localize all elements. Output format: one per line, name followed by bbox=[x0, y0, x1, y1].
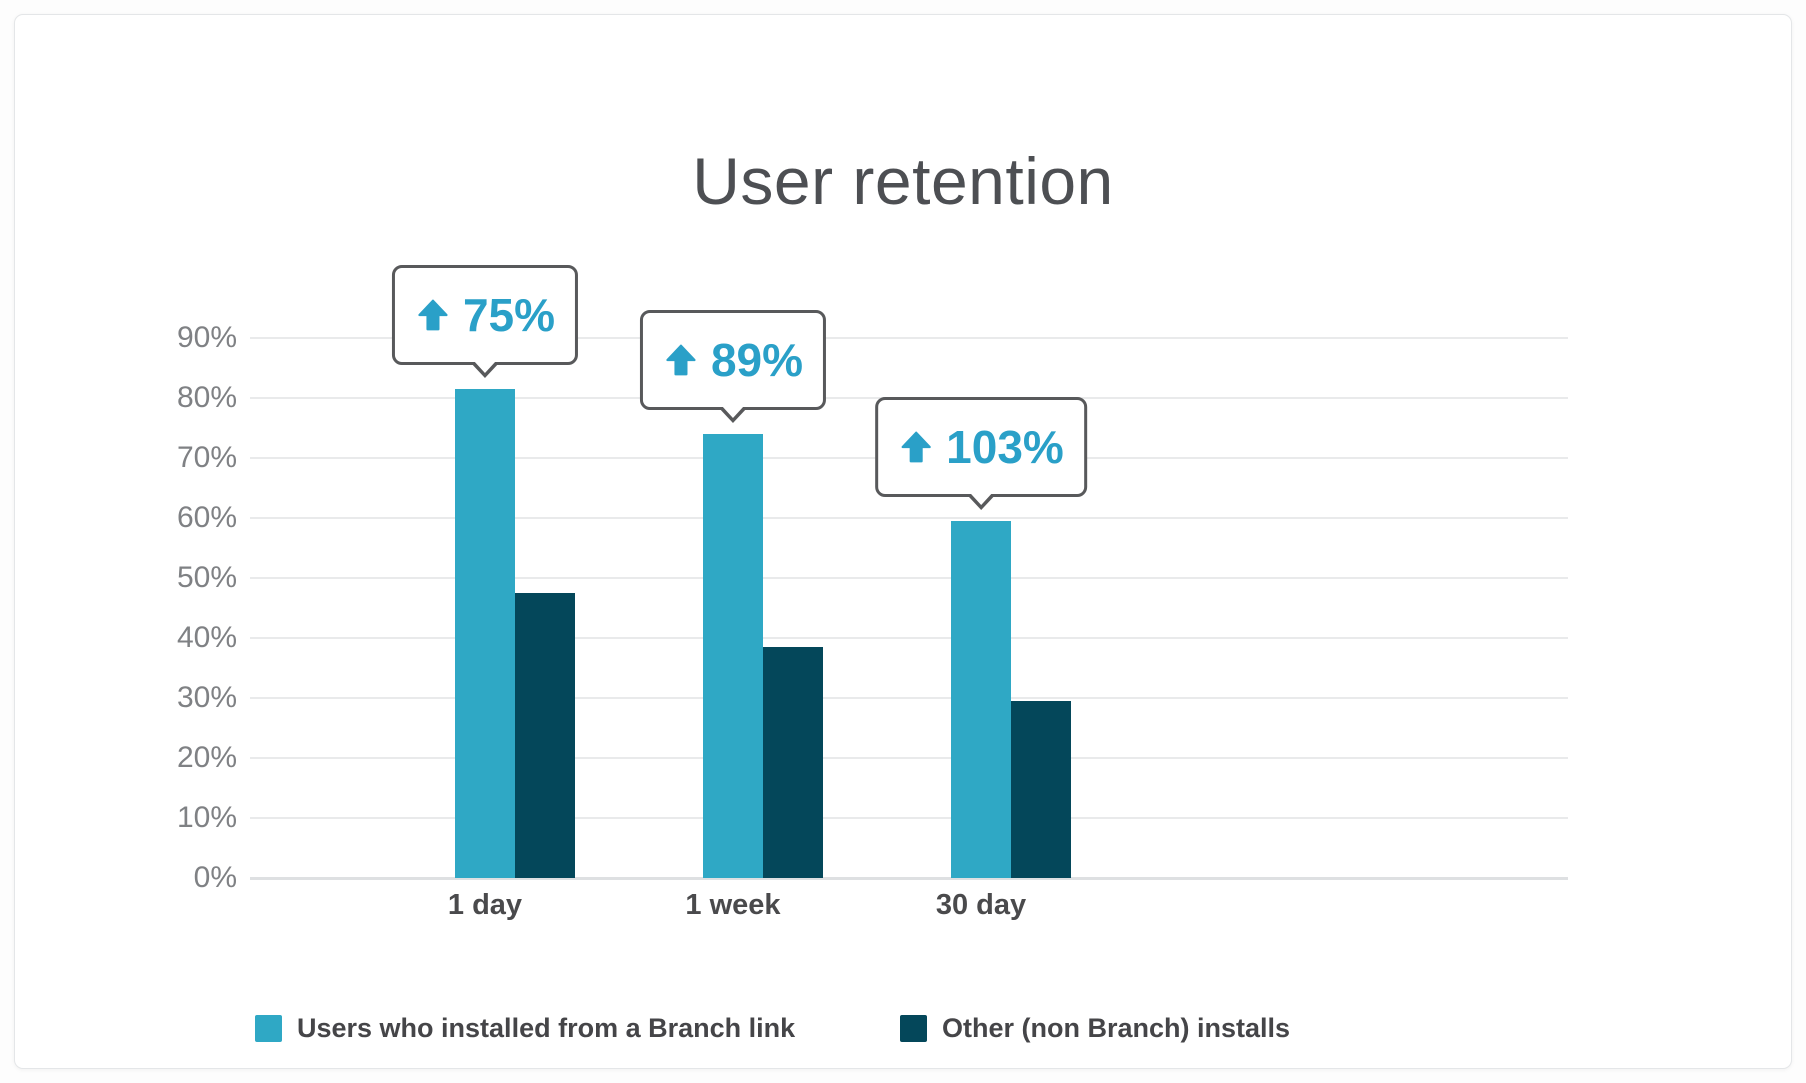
up-arrow-icon bbox=[418, 299, 448, 331]
y-axis-label: 40% bbox=[176, 621, 237, 654]
y-axis-label: 0% bbox=[193, 861, 237, 894]
y-axis-label: 10% bbox=[176, 801, 237, 834]
bar-branch-installs bbox=[455, 389, 515, 878]
legend-item: Users who installed from a Branch link bbox=[255, 1013, 795, 1043]
x-axis-line bbox=[250, 877, 1568, 880]
plot-area: 0% 10% 20% 30% 40% 50% 60% 70% 80% 90% 1 day 75% 1 w… bbox=[15, 15, 1791, 1068]
callout-value: 103% bbox=[946, 421, 1064, 473]
y-axis-label: 30% bbox=[176, 681, 237, 714]
legend-swatch bbox=[900, 1014, 927, 1042]
callout-bubble: 103% bbox=[875, 397, 1087, 510]
y-axis-label: 60% bbox=[176, 501, 237, 534]
y-axis-label: 70% bbox=[176, 441, 237, 474]
y-axis-label: 90% bbox=[176, 321, 237, 354]
legend-item: Other (non Branch) installs bbox=[900, 1013, 1290, 1043]
legend: Users who installed from a Branch link Ot… bbox=[15, 1013, 1791, 1047]
gridline bbox=[250, 757, 1568, 759]
gridline bbox=[250, 517, 1568, 519]
category-label: 1 day bbox=[447, 889, 523, 921]
bar-other-installs bbox=[515, 593, 575, 878]
gridline bbox=[250, 337, 1568, 339]
callout-tail bbox=[469, 361, 500, 378]
callout-tail bbox=[717, 406, 748, 423]
y-axis-label: 50% bbox=[176, 561, 237, 594]
callout-bubble: 89% bbox=[639, 310, 827, 423]
gridline bbox=[250, 697, 1568, 699]
y-axis-label: 20% bbox=[176, 741, 237, 774]
legend-label: Other (non Branch) installs bbox=[942, 1013, 1291, 1043]
gridline bbox=[250, 577, 1568, 579]
gridline bbox=[250, 817, 1568, 819]
bar-other-installs bbox=[763, 647, 823, 878]
callout-bubble: 75% bbox=[391, 265, 579, 378]
gridline bbox=[250, 637, 1568, 639]
legend-label: Users who installed from a Branch link bbox=[297, 1013, 796, 1043]
bar-branch-installs bbox=[703, 434, 763, 878]
callout-value: 89% bbox=[710, 334, 804, 386]
chart-title: User retention bbox=[692, 144, 1114, 219]
callout-value: 75% bbox=[462, 289, 556, 341]
chart-card: User retention 0% 10% 20% 30% 40% 50% 60% 70% 80… bbox=[14, 14, 1792, 1069]
legend-swatch bbox=[255, 1014, 282, 1042]
category-label: 1 week bbox=[685, 889, 781, 921]
category-label: 30 day bbox=[935, 889, 1027, 921]
y-axis-label: 80% bbox=[176, 381, 237, 414]
up-arrow-icon bbox=[901, 431, 931, 463]
callout-tail bbox=[966, 493, 996, 510]
up-arrow-icon bbox=[666, 344, 696, 376]
bar-other-installs bbox=[1011, 701, 1071, 878]
bar-branch-installs bbox=[951, 521, 1011, 878]
